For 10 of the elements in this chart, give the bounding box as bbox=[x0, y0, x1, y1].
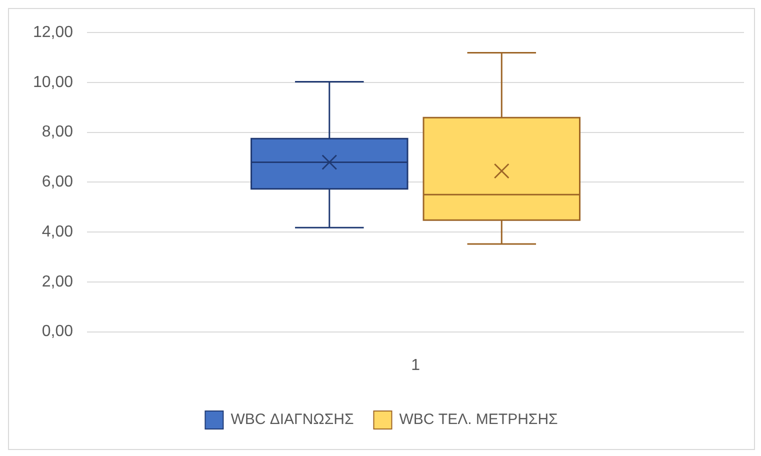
y-tick-label: 10,00 bbox=[32, 74, 74, 91]
legend-label: WBC ΤΕΛ. ΜΕΤΡΗΣΗΣ bbox=[399, 411, 558, 428]
legend-label: WBC ΔΙΑΓΝΩΣΗΣ bbox=[230, 411, 354, 428]
y-tick-label: 8,00 bbox=[42, 124, 74, 141]
y-tick-label: 6,00 bbox=[42, 174, 74, 191]
y-tick-label: 2,00 bbox=[42, 273, 74, 290]
y-tick-label: 4,00 bbox=[42, 223, 74, 240]
y-tick-label: 0,00 bbox=[42, 323, 74, 340]
y-tick-label: 12,00 bbox=[32, 24, 74, 42]
x-tick-label: 1 bbox=[411, 356, 420, 374]
